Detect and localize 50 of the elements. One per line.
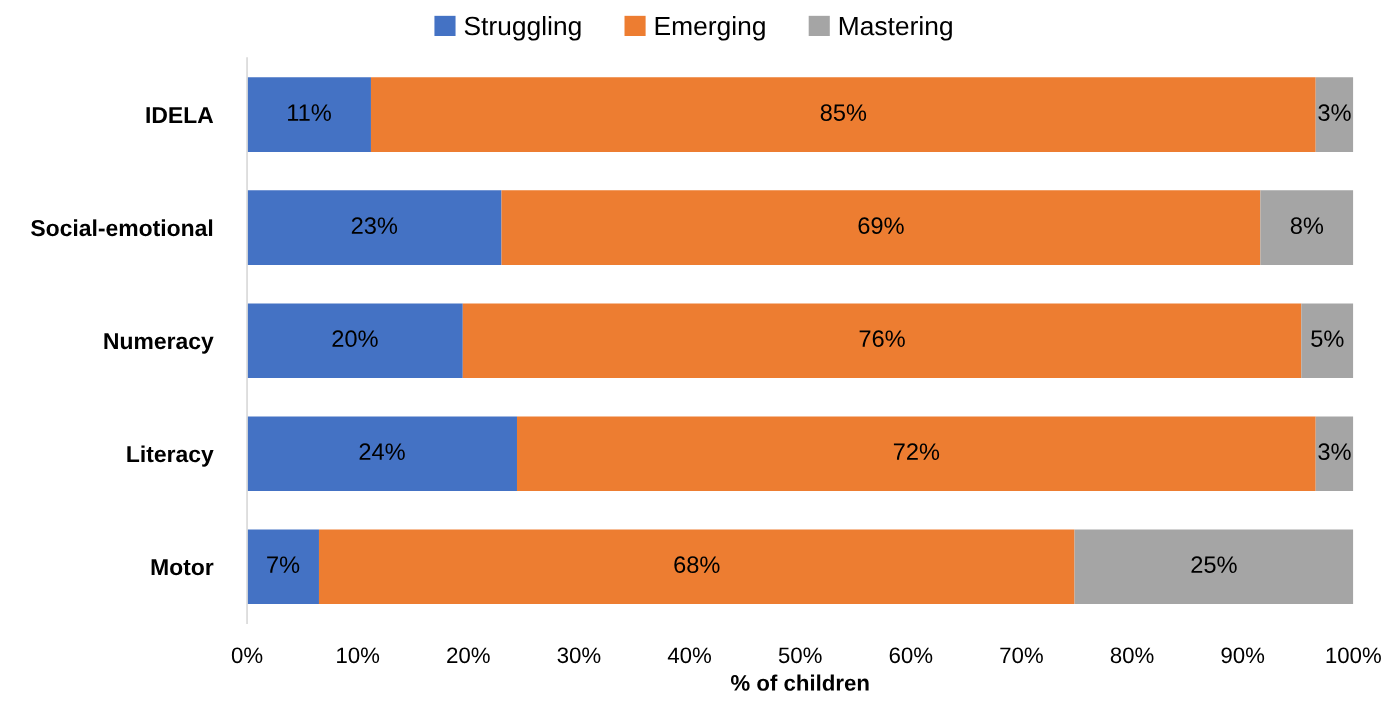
x-tick-label: 10%	[337, 647, 380, 664]
data-label: 76%	[859, 330, 905, 348]
bar	[1301, 303, 1354, 378]
data-label: 85%	[820, 104, 867, 121]
bar	[247, 303, 463, 378]
bar	[516, 416, 1316, 491]
data-label: 11%	[288, 104, 331, 121]
bar	[318, 529, 1075, 604]
bar	[247, 416, 517, 491]
x-tick-label: 40%	[667, 647, 712, 664]
bar	[247, 190, 502, 265]
data-label: 69%	[858, 217, 904, 234]
y-tick-label: Numeracy	[104, 333, 214, 354]
y-tick-label: Literacy	[127, 445, 214, 467]
bar	[370, 77, 1316, 152]
legend-label: Emerging	[655, 15, 765, 41]
x-tick-label: 60%	[889, 647, 933, 664]
y-tick-label: Motor	[151, 559, 214, 576]
x-tick-label: 100%	[1326, 647, 1381, 664]
x-tick-label: 30%	[557, 647, 601, 664]
data-label: 68%	[674, 556, 720, 574]
bar	[501, 190, 1261, 265]
data-label: 7%	[267, 556, 300, 573]
y-tick-label: Social-emotional	[31, 219, 213, 237]
bar	[1315, 77, 1354, 152]
bar	[462, 303, 1302, 378]
x-tick-label: 70%	[1000, 647, 1043, 664]
data-label: 3%	[1318, 104, 1351, 121]
data-label: 8%	[1290, 217, 1324, 234]
x-tick-label: 0%	[231, 647, 263, 664]
x-tick-label: 50%	[778, 647, 822, 664]
data-label: 23%	[351, 217, 398, 234]
bar	[247, 529, 319, 604]
legend-label: Struggling	[464, 15, 581, 41]
bar	[1315, 416, 1354, 491]
legend-label: Mastering	[839, 15, 952, 41]
data-label: 3%	[1318, 443, 1351, 461]
data-label: 25%	[1191, 556, 1237, 574]
x-tick-label: 20%	[447, 647, 490, 664]
x-tick-label: 90%	[1221, 647, 1265, 664]
data-label: 5%	[1311, 330, 1344, 348]
bar	[247, 77, 371, 152]
bar	[1074, 529, 1354, 604]
x-axis-title: % of children	[730, 674, 869, 691]
data-label: 72%	[893, 443, 940, 460]
data-label: 24%	[359, 443, 405, 460]
data-label: 20%	[332, 330, 378, 348]
bar	[1260, 190, 1354, 265]
y-tick-label: IDELA	[146, 107, 214, 123]
x-tick-label: 80%	[1110, 647, 1154, 664]
